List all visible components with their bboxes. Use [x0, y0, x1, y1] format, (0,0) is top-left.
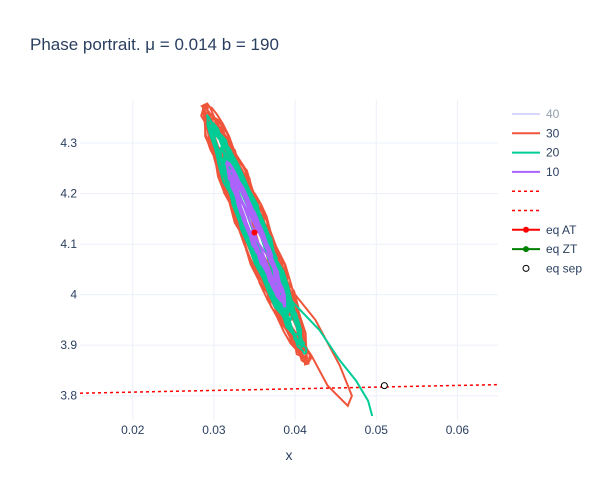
marker-eq-AT [251, 229, 258, 236]
legend-marker [522, 264, 530, 272]
legend-item[interactable]: 40 [512, 107, 560, 121]
legend-item[interactable]: 30 [512, 126, 560, 140]
legend-label: 10 [546, 165, 560, 179]
legend-item[interactable]: eq sep [522, 261, 582, 275]
legend-label: 30 [546, 126, 560, 140]
gridlines [80, 100, 498, 420]
legend-label: eq AT [546, 223, 577, 237]
y-tick-label: 4 [70, 288, 77, 302]
legend-label: 20 [546, 146, 560, 160]
y-tick-label: 3.8 [60, 389, 77, 403]
x-axis-title: x [286, 447, 293, 463]
legend-marker [523, 226, 529, 233]
y-tick-label: 4.3 [60, 136, 77, 150]
legend-item[interactable]: eq ZT [512, 242, 578, 256]
marker-eq-sep [380, 382, 388, 390]
y-tick-label: 4.2 [60, 187, 77, 201]
y-tick-label: 3.9 [60, 338, 77, 352]
trajectory-10 [225, 160, 287, 308]
legend-item[interactable]: 10 [512, 165, 560, 179]
x-tick-label: 0.03 [202, 423, 226, 437]
axis-ticks: 0.02 0.03 0.04 0.05 0.06 3.8 3.9 4 4.1 4.2 4.3 [60, 136, 469, 437]
legend-marker [523, 246, 529, 253]
separatrix-line [80, 383, 498, 394]
legend-item[interactable]: eq AT [512, 223, 577, 237]
legend-item[interactable]: 20 [512, 146, 560, 160]
legend-label: eq ZT [546, 242, 578, 256]
legend-label: eq sep [546, 261, 582, 275]
x-tick-label: 0.02 [121, 423, 145, 437]
legend: 40 30 20 10 eq AT eq ZT eq sep [512, 107, 582, 275]
legend-label: 40 [546, 107, 560, 121]
x-tick-label: 0.04 [283, 423, 307, 437]
plot-area [80, 102, 498, 417]
y-tick-label: 4.1 [60, 237, 77, 251]
x-tick-label: 0.06 [446, 423, 470, 437]
trajectory-20 [205, 114, 374, 417]
chart-title: Phase portrait. μ = 0.014 b = 190 [30, 35, 279, 54]
x-tick-label: 0.05 [365, 423, 389, 437]
